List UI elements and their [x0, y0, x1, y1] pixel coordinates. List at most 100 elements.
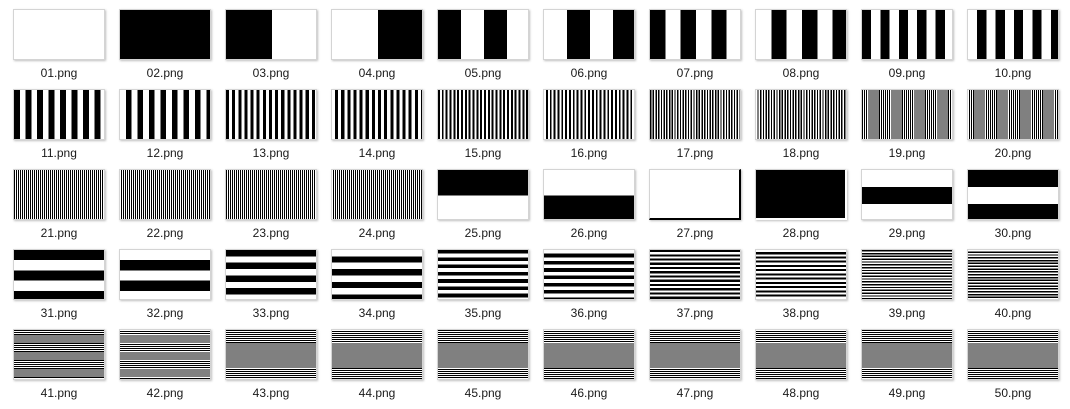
file-item[interactable]: 27.png	[642, 169, 748, 249]
file-thumbnail[interactable]	[331, 89, 423, 140]
file-thumbnail[interactable]	[437, 9, 529, 60]
file-item[interactable]: 31.png	[6, 249, 112, 329]
file-item[interactable]: 45.png	[430, 329, 536, 409]
file-thumbnail[interactable]	[13, 169, 105, 220]
file-item[interactable]: 26.png	[536, 169, 642, 249]
file-thumbnail[interactable]	[13, 89, 105, 140]
file-thumbnail[interactable]	[861, 9, 953, 60]
file-item[interactable]: 13.png	[218, 89, 324, 169]
file-thumbnail[interactable]	[119, 329, 211, 380]
file-item[interactable]: 25.png	[430, 169, 536, 249]
file-item[interactable]: 40.png	[960, 249, 1066, 329]
file-thumbnail[interactable]	[649, 9, 741, 60]
file-item[interactable]: 06.png	[536, 9, 642, 89]
file-thumbnail[interactable]	[437, 89, 529, 140]
file-item[interactable]: 50.png	[960, 329, 1066, 409]
file-item[interactable]: 19.png	[854, 89, 960, 169]
file-thumbnail[interactable]	[331, 9, 423, 60]
file-thumbnail[interactable]	[119, 89, 211, 140]
file-thumbnail[interactable]	[755, 329, 847, 380]
file-item[interactable]: 17.png	[642, 89, 748, 169]
file-thumbnail[interactable]	[543, 89, 635, 140]
file-item[interactable]: 21.png	[6, 169, 112, 249]
file-thumbnail[interactable]	[755, 249, 847, 300]
file-thumbnail[interactable]	[755, 169, 847, 220]
file-item[interactable]: 46.png	[536, 329, 642, 409]
file-thumbnail[interactable]	[649, 249, 741, 300]
file-thumbnail[interactable]	[543, 9, 635, 60]
file-item[interactable]: 33.png	[218, 249, 324, 329]
file-item[interactable]: 10.png	[960, 9, 1066, 89]
file-item[interactable]: 24.png	[324, 169, 430, 249]
file-item[interactable]: 30.png	[960, 169, 1066, 249]
file-item[interactable]: 14.png	[324, 89, 430, 169]
file-thumbnail[interactable]	[543, 329, 635, 380]
file-item[interactable]: 03.png	[218, 9, 324, 89]
file-thumbnail[interactable]	[967, 89, 1059, 140]
file-item[interactable]: 15.png	[430, 89, 536, 169]
file-item[interactable]: 38.png	[748, 249, 854, 329]
file-item[interactable]: 37.png	[642, 249, 748, 329]
file-item[interactable]: 41.png	[6, 329, 112, 409]
file-item[interactable]: 11.png	[6, 89, 112, 169]
file-item[interactable]: 23.png	[218, 169, 324, 249]
file-thumbnail[interactable]	[119, 9, 211, 60]
file-item[interactable]: 12.png	[112, 89, 218, 169]
file-item[interactable]: 18.png	[748, 89, 854, 169]
file-thumbnail[interactable]	[649, 89, 741, 140]
file-thumbnail[interactable]	[649, 329, 741, 380]
file-thumbnail[interactable]	[861, 329, 953, 380]
file-item[interactable]: 49.png	[854, 329, 960, 409]
file-item[interactable]: 09.png	[854, 9, 960, 89]
file-thumbnail[interactable]	[543, 249, 635, 300]
file-thumbnail[interactable]	[861, 249, 953, 300]
file-item[interactable]: 44.png	[324, 329, 430, 409]
file-thumbnail[interactable]	[225, 249, 317, 300]
file-thumbnail[interactable]	[331, 329, 423, 380]
file-item[interactable]: 34.png	[324, 249, 430, 329]
file-item[interactable]: 04.png	[324, 9, 430, 89]
file-item[interactable]: 28.png	[748, 169, 854, 249]
file-item[interactable]: 39.png	[854, 249, 960, 329]
file-thumbnail[interactable]	[119, 249, 211, 300]
file-thumbnail[interactable]	[13, 329, 105, 380]
file-thumbnail[interactable]	[13, 9, 105, 60]
file-thumbnail[interactable]	[437, 249, 529, 300]
file-thumbnail[interactable]	[755, 89, 847, 140]
file-thumbnail[interactable]	[225, 9, 317, 60]
file-item[interactable]: 05.png	[430, 9, 536, 89]
file-item[interactable]: 22.png	[112, 169, 218, 249]
file-thumbnail[interactable]	[437, 329, 529, 380]
file-thumbnail[interactable]	[649, 169, 741, 220]
file-thumbnail[interactable]	[861, 89, 953, 140]
file-thumbnail[interactable]	[755, 9, 847, 60]
file-thumbnail[interactable]	[331, 249, 423, 300]
file-item[interactable]: 32.png	[112, 249, 218, 329]
file-item[interactable]: 29.png	[854, 169, 960, 249]
file-thumbnail[interactable]	[225, 89, 317, 140]
file-item[interactable]: 48.png	[748, 329, 854, 409]
file-thumbnail[interactable]	[967, 249, 1059, 300]
file-thumbnail[interactable]	[967, 169, 1059, 220]
file-item[interactable]: 08.png	[748, 9, 854, 89]
file-item[interactable]: 47.png	[642, 329, 748, 409]
file-thumbnail[interactable]	[119, 169, 211, 220]
file-thumbnail[interactable]	[225, 329, 317, 380]
file-thumbnail[interactable]	[225, 169, 317, 220]
file-item[interactable]: 02.png	[112, 9, 218, 89]
file-item[interactable]: 35.png	[430, 249, 536, 329]
file-thumbnail[interactable]	[543, 169, 635, 220]
file-item[interactable]: 20.png	[960, 89, 1066, 169]
file-item[interactable]: 36.png	[536, 249, 642, 329]
file-thumbnail[interactable]	[331, 169, 423, 220]
file-thumbnail[interactable]	[861, 169, 953, 220]
file-thumbnail[interactable]	[437, 169, 529, 220]
file-item[interactable]: 16.png	[536, 89, 642, 169]
file-thumbnail[interactable]	[967, 329, 1059, 380]
file-thumbnail[interactable]	[967, 9, 1059, 60]
file-item[interactable]: 42.png	[112, 329, 218, 409]
file-item[interactable]: 01.png	[6, 9, 112, 89]
file-item[interactable]: 07.png	[642, 9, 748, 89]
file-item[interactable]: 43.png	[218, 329, 324, 409]
file-thumbnail[interactable]	[13, 249, 105, 300]
